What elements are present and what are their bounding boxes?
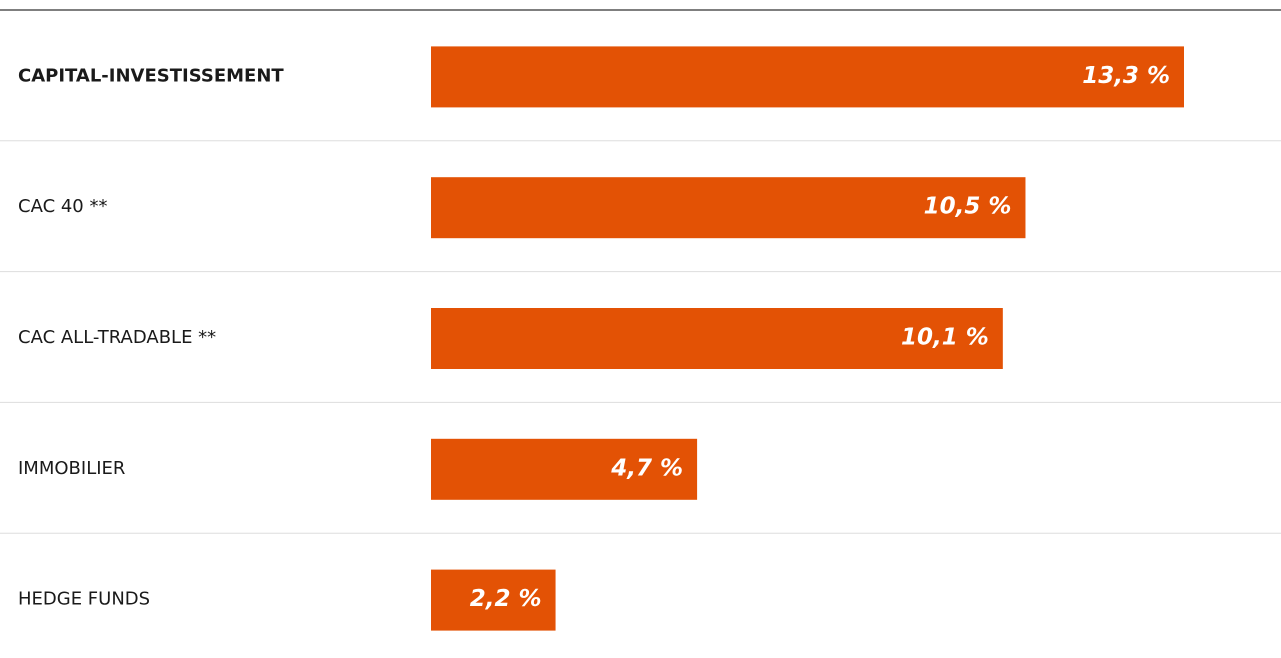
bar [431,46,1184,108]
value-label: 13,3 % [1082,63,1170,89]
category-label: CAPITAL-INVESTISSEMENT [18,65,284,86]
bar [431,569,556,631]
bar [431,177,1026,239]
bar [431,308,1003,369]
value-label: 10,1 % [901,325,989,351]
bar [431,438,698,500]
value-label: 10,5 % [924,194,1012,220]
value-label: 2,2 % [470,586,542,612]
category-label: HEDGE FUNDS [18,589,150,610]
category-label: CAC 40 ** [18,196,107,217]
category-label: CAC ALL-TRADABLE ** [18,327,216,348]
value-label: 4,7 % [610,455,683,481]
category-label: IMMOBILIER [18,458,125,479]
